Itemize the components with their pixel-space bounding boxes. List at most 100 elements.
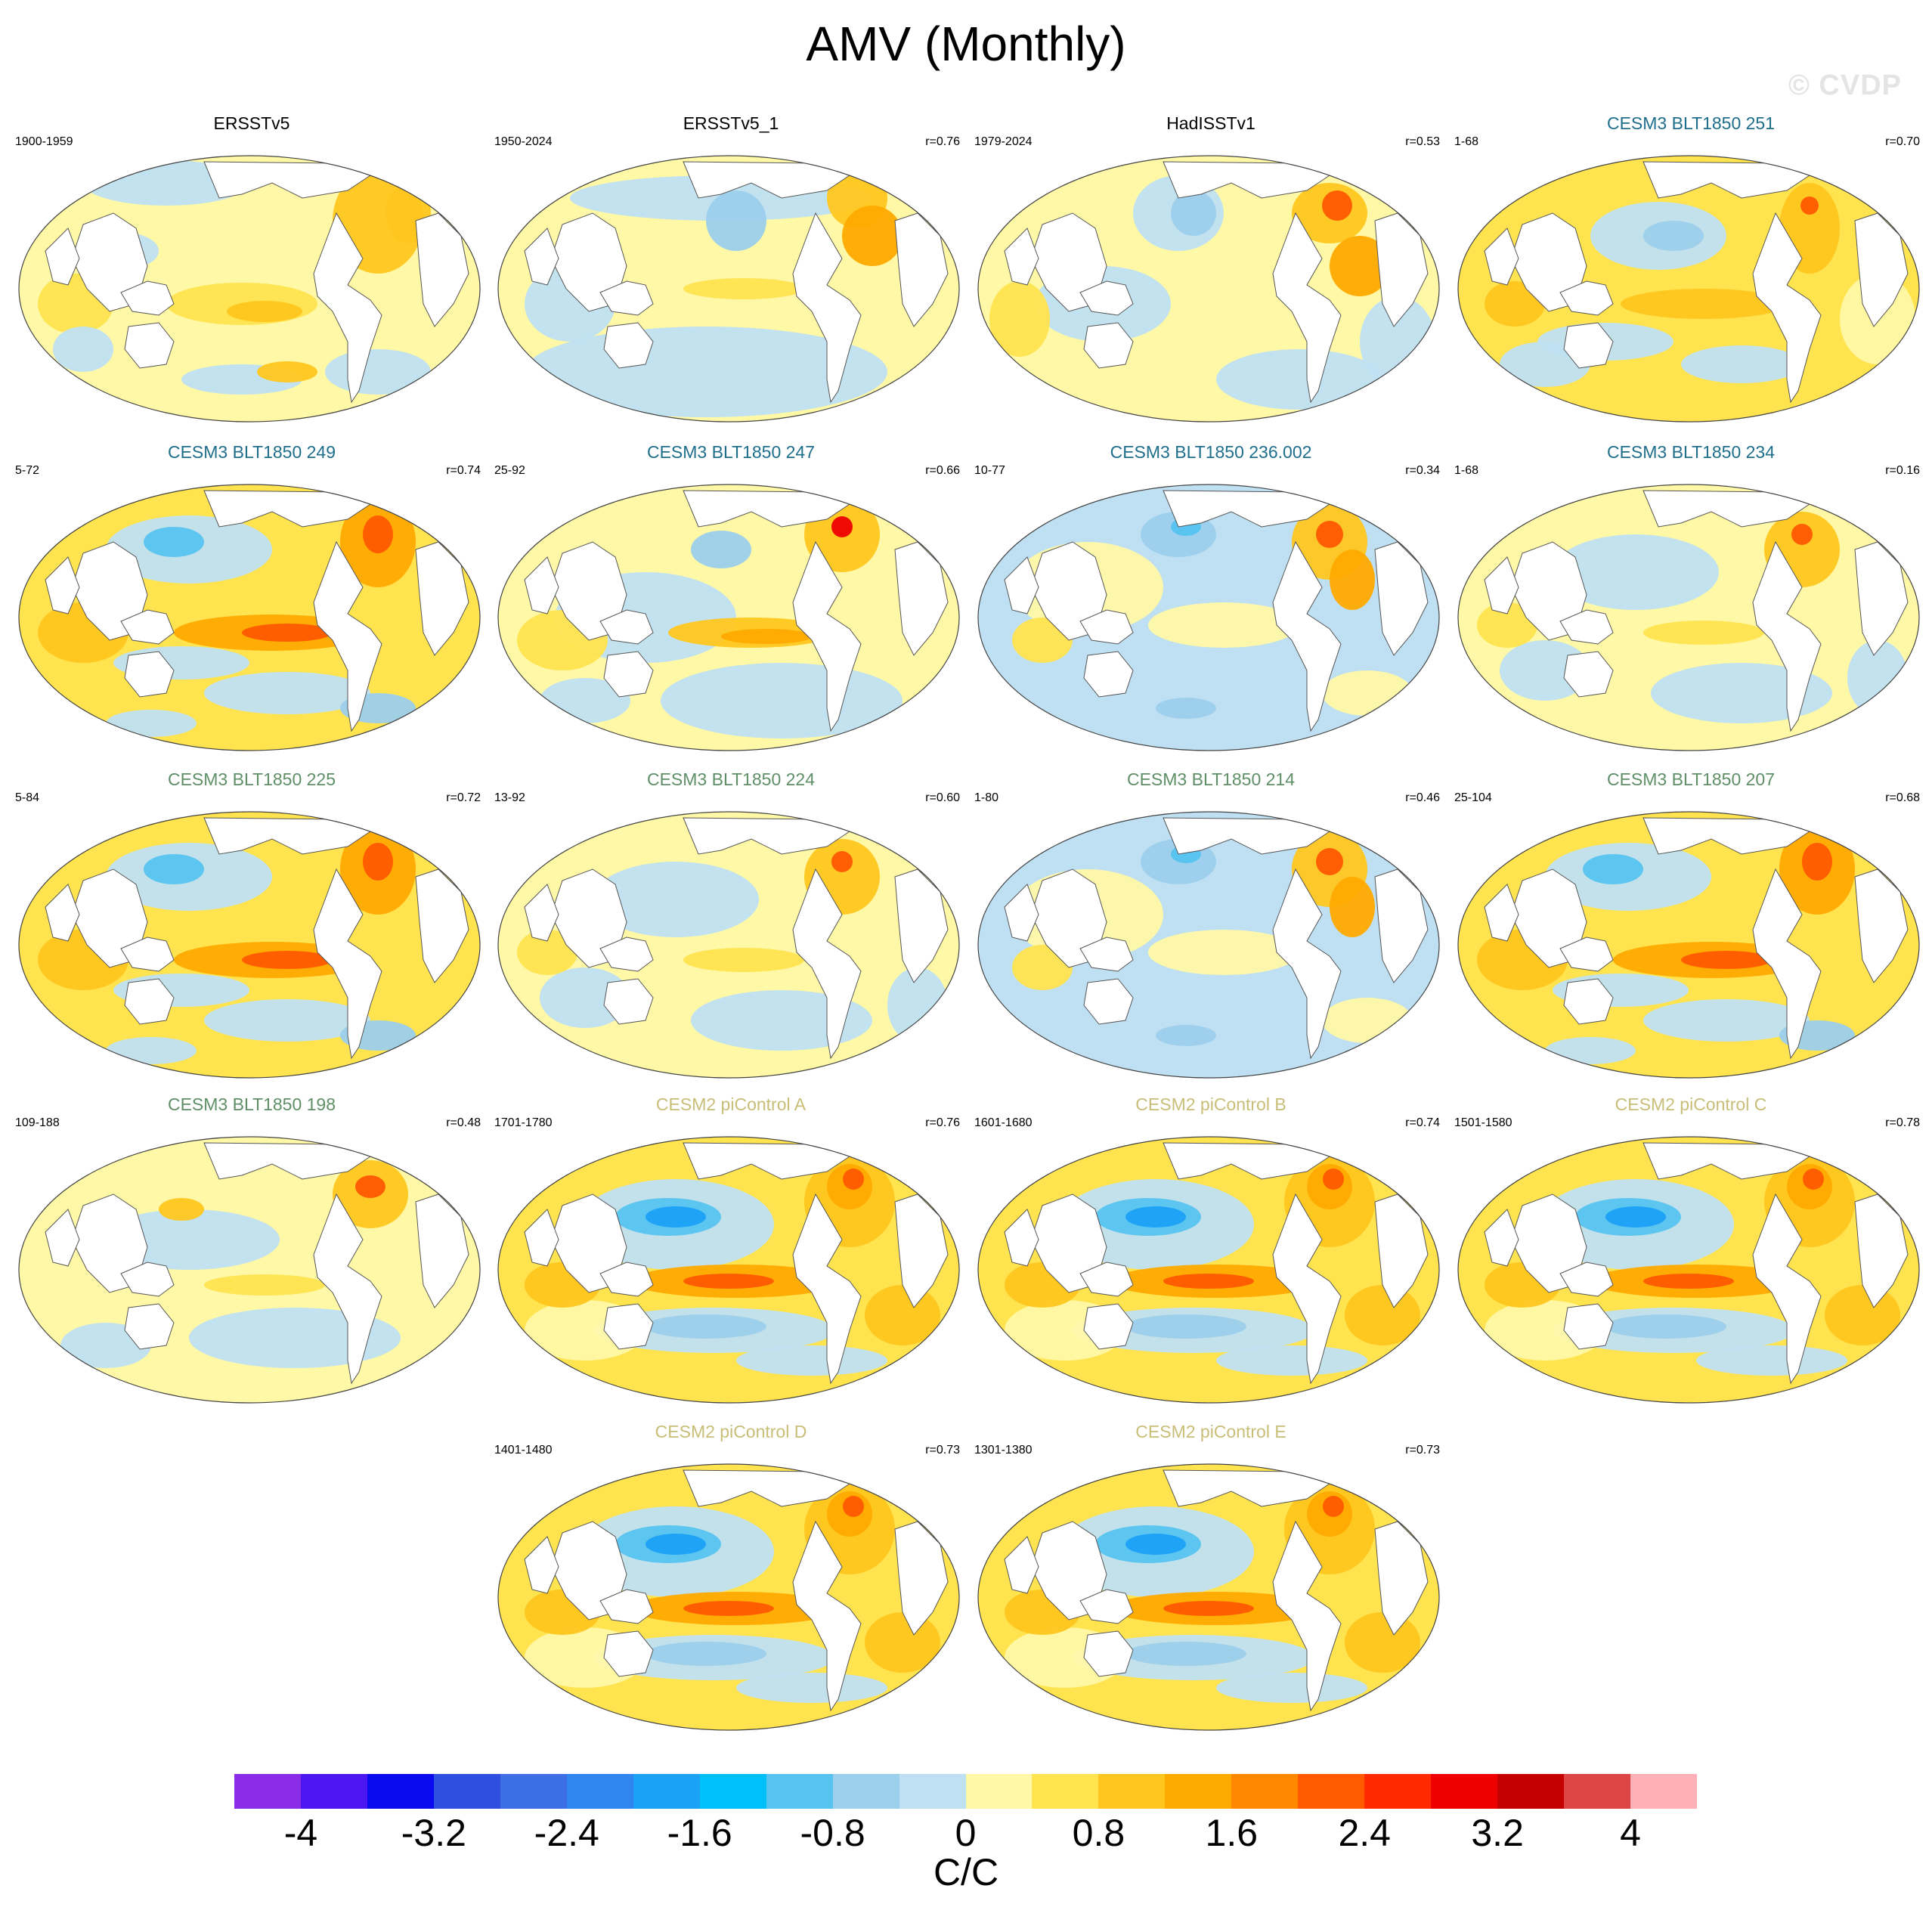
sst-pattern-map [977,484,1440,751]
map-panel: CESM3 BLT1850 236.002 10-77 r=0.34 [971,441,1451,758]
map-panel: CESM3 BLT1850 224 13-92 r=0.60 [491,768,971,1085]
colorbar-cell [1098,1774,1166,1809]
colorbar-units: C/C [933,1851,999,1893]
colorbar-cell [1298,1774,1365,1809]
panel-years: 1900-1959 [15,135,73,148]
map-panel: CESM3 BLT1850 198 109-188 r=0.48 [12,1093,491,1410]
panel-correlation: r=0.68 [1885,791,1920,804]
sst-pattern-map [18,484,481,751]
panel-years: 1950-2024 [494,135,553,148]
map-panel: ERSSTv5 1900-1959 [12,112,491,429]
colorbar-cell [699,1774,767,1809]
panel-title: ERSSTv5_1 [683,113,779,133]
panel-years: 5-72 [15,464,40,477]
panel-correlation: r=0.34 [1405,464,1440,477]
panel-title: CESM3 BLT1850 236.002 [1110,442,1312,462]
sst-pattern-map [497,811,960,1079]
colorbar-tick-label: 0 [955,1812,977,1854]
panel-title: CESM3 BLT1850 198 [167,1094,336,1114]
sst-pattern-map [1457,811,1920,1079]
colorbar-cell [832,1774,900,1809]
colorbar-ticks: -4 -3.2 -2.4 -1.6 -0.8 0 0.8 1.6 2.4 3.2 4 [234,1811,1697,1856]
colorbar-cell [766,1774,834,1809]
panel-title: CESM3 BLT1850 251 [1606,113,1776,133]
sst-pattern-map [1457,1136,1920,1404]
colorbar-tick-label: -2.4 [534,1812,599,1854]
panel-correlation: r=0.70 [1885,135,1920,148]
panel-correlation: r=0.73 [1405,1444,1440,1457]
colorbar-cell [899,1774,966,1809]
panel-correlation: r=0.16 [1885,464,1920,477]
panel-title: CESM2 piControl C [1615,1094,1767,1114]
panel-correlation: r=0.60 [925,791,960,804]
colorbar-cell [500,1774,568,1809]
colorbar-cell [433,1774,501,1809]
colorbar-tick-label: -1.6 [667,1812,732,1854]
panel-years: 1601-1680 [974,1116,1033,1129]
map-panel: CESM3 BLT1850 247 25-92 r=0.66 [491,441,971,758]
map-panel: CESM2 piControl B 1601-1680 r=0.74 [971,1093,1451,1410]
panel-title: CESM2 piControl A [655,1094,807,1114]
figure-title: AMV (Monthly) [806,17,1126,71]
panel-years: 109-188 [15,1116,60,1129]
panel-title: CESM2 piControl E [1135,1422,1286,1441]
panel-years: 5-84 [15,791,40,804]
colorbar-cell [1431,1774,1498,1809]
panel-years: 1701-1780 [494,1116,553,1129]
panel-title: CESM3 BLT1850 249 [167,442,336,462]
map-panel: CESM2 piControl A 1701-1780 r=0.76 [491,1093,971,1410]
map-panel: CESM3 BLT1850 249 5-72 r=0.74 [12,441,491,758]
sst-pattern-map [977,1136,1440,1404]
colorbar-cell [965,1774,1033,1809]
panel-title: CESM3 BLT1850 214 [1126,769,1296,789]
colorbar-tick-label: 4 [1620,1812,1641,1854]
colorbar-cell [1231,1774,1299,1809]
colorbar-cell [367,1774,435,1809]
sst-pattern-map [18,155,481,423]
sst-pattern-map [1457,484,1920,751]
colorbar-tick-label: 3.2 [1471,1812,1524,1854]
panel-correlation: r=0.74 [1405,1116,1440,1129]
colorbar-cell [234,1774,302,1809]
colorbar-cell [1497,1774,1565,1809]
panel-years: 1501-1580 [1454,1116,1512,1129]
panel-title: HadISSTv1 [1166,113,1255,133]
map-panel: CESM2 piControl C 1501-1580 r=0.78 [1451,1093,1930,1410]
panel-correlation: r=0.74 [446,464,481,477]
panel-title: CESM2 piControl D [655,1422,807,1441]
map-panel: CESM2 piControl D 1401-1480 r=0.73 [491,1420,971,1738]
panel-correlation: r=0.73 [925,1444,960,1457]
panel-correlation: r=0.66 [925,464,960,477]
panel-years: 1401-1480 [494,1444,553,1457]
panel-correlation: r=0.72 [446,791,481,804]
sst-pattern-map [497,155,960,423]
panel-years: 1301-1380 [974,1444,1033,1457]
sst-pattern-map [18,1136,481,1404]
sst-pattern-map [977,811,1440,1079]
colorbar-tick-label: -4 [283,1812,318,1854]
sst-pattern-map [497,1136,960,1404]
colorbar-tick-label: -0.8 [800,1812,865,1854]
map-panel: CESM3 BLT1850 251 1-68 r=0.70 [1451,112,1930,429]
map-panel: CESM3 BLT1850 225 5-84 r=0.72 [12,768,491,1085]
panel-correlation: r=0.53 [1405,135,1440,148]
panel-title: CESM3 BLT1850 247 [646,442,816,462]
colorbar-cell [1165,1774,1232,1809]
panel-title: CESM3 BLT1850 225 [167,769,336,789]
sst-pattern-map [1457,155,1920,423]
cvdp-watermark: © CVDP [1788,70,1902,101]
colorbar-cell [1630,1774,1698,1809]
colorbar-tick-label: 1.6 [1205,1812,1259,1854]
panel-correlation: r=0.76 [925,1116,960,1129]
sst-pattern-map [18,811,481,1079]
panel-years: 1-68 [1454,135,1479,148]
panel-title: CESM2 piControl B [1135,1094,1286,1114]
colorbar-cell [633,1774,701,1809]
colorbar-cell [1364,1774,1432,1809]
colorbar-cell [300,1774,368,1809]
map-panel: CESM3 BLT1850 207 25-104 r=0.68 [1451,768,1930,1085]
panel-title: CESM3 BLT1850 224 [646,769,816,789]
colorbar-tick-label: 2.4 [1338,1812,1391,1854]
panel-years: 1-68 [1454,464,1479,477]
sst-pattern-map [977,1463,1440,1731]
